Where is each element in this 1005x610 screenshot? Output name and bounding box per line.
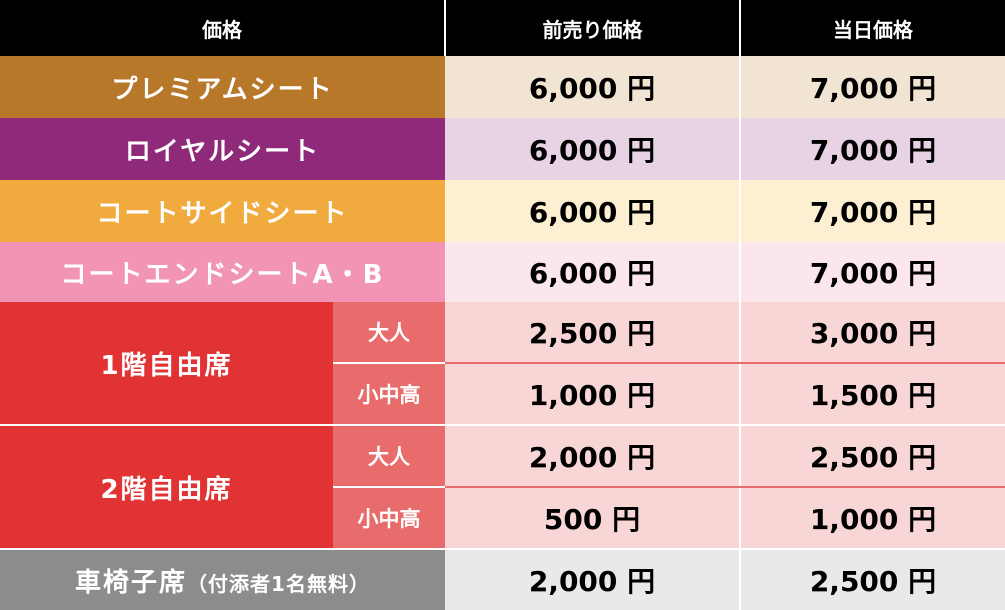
row-royal: ロイヤルシート 6,000 円 7,000 円 [0, 118, 1005, 180]
wheelchair-presale-price: 2,000 円 [445, 548, 740, 610]
floor1-student-presale-price: 1,000 円 [445, 362, 740, 425]
courtside-seat-label: コートサイドシート [0, 180, 445, 242]
premium-dayof-price: 7,000 円 [739, 56, 1005, 118]
row-floor2-student: 小中高 500 円 1,000 円 [0, 486, 1005, 549]
floor2-adult-label: 大人 [333, 424, 445, 487]
header-row: 価格 前売り価格 当日価格 [0, 0, 1005, 56]
courtend-seat-label: コートエンドシートA・B [0, 242, 445, 302]
row-floor2-adult: 2階自由席 大人 2,000 円 2,500 円 [0, 424, 1005, 549]
wheelchair-dayof-price: 2,500 円 [739, 548, 1005, 610]
courtend-dayof-price: 7,000 円 [739, 242, 1005, 302]
row-floor1-adult: 1階自由席 大人 2,500 円 3,000 円 [0, 302, 1005, 425]
floor1-student-dayof-price: 1,500 円 [739, 362, 1005, 425]
courtside-presale-price: 6,000 円 [445, 180, 740, 242]
floor2-student-label: 小中高 [333, 486, 445, 549]
row-courtside: コートサイドシート 6,000 円 7,000 円 [0, 180, 1005, 242]
premium-presale-price: 6,000 円 [445, 56, 740, 118]
header-dayof: 当日価格 [739, 0, 1005, 56]
premium-seat-label: プレミアムシート [0, 56, 445, 118]
row-premium: プレミアムシート 6,000 円 7,000 円 [0, 56, 1005, 118]
header-presale: 前売り価格 [444, 0, 740, 56]
wheelchair-note: （付添者1名無料） [187, 571, 370, 596]
royal-seat-label: ロイヤルシート [0, 118, 445, 180]
floor1-adult-presale-price: 2,500 円 [445, 302, 740, 364]
row-courtend: コートエンドシートA・B 6,000 円 7,000 円 [0, 242, 1005, 302]
royal-dayof-price: 7,000 円 [739, 118, 1005, 180]
floor1-adult-dayof-price: 3,000 円 [739, 302, 1005, 364]
floor1-student-label: 小中高 [333, 362, 445, 425]
courtend-presale-price: 6,000 円 [445, 242, 740, 302]
wheelchair-seat-cell: 車椅子席（付添者1名無料） [0, 548, 445, 610]
row-floor1-student: 小中高 1,000 円 1,500 円 [0, 362, 1005, 425]
floor2-student-presale-price: 500 円 [445, 486, 740, 549]
courtside-dayof-price: 7,000 円 [739, 180, 1005, 242]
floor1-adult-label: 大人 [333, 302, 445, 363]
floor1-seat-label: 1階自由席 [0, 302, 333, 425]
wheelchair-seat-label: 車椅子席 [75, 567, 188, 598]
floor2-adult-dayof-price: 2,500 円 [739, 424, 1005, 488]
header-category: 価格 [0, 0, 445, 56]
floor2-seat-label: 2階自由席 [0, 424, 333, 549]
floor2-student-dayof-price: 1,000 円 [739, 486, 1005, 549]
royal-presale-price: 6,000 円 [445, 118, 740, 180]
floor2-adult-presale-price: 2,000 円 [445, 424, 740, 488]
row-wheelchair: 車椅子席（付添者1名無料） 2,000 円 2,500 円 [0, 548, 1005, 610]
